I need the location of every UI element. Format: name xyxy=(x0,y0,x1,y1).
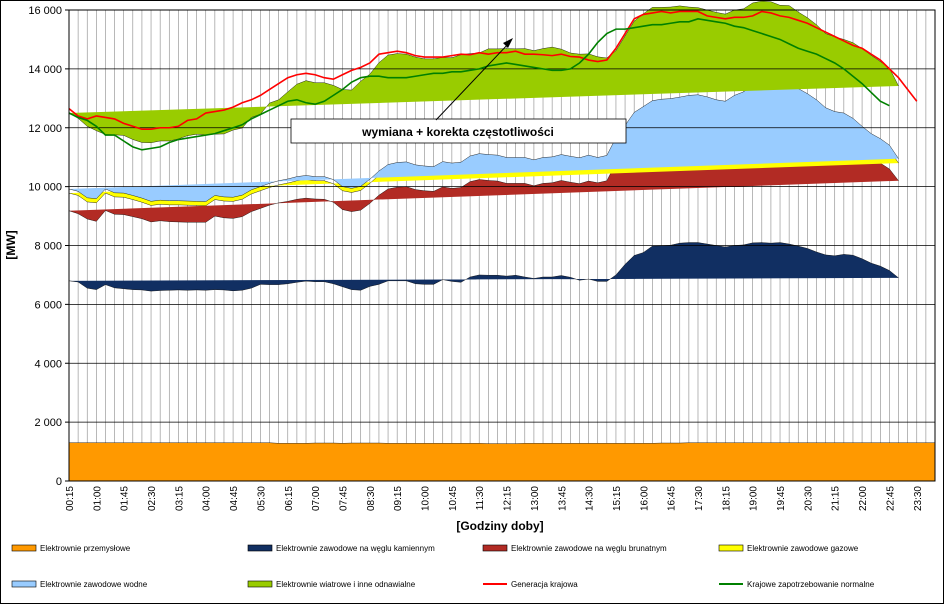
area-series xyxy=(68,242,899,292)
legend-swatch xyxy=(11,544,37,552)
x-tick-label: 14:30 xyxy=(585,486,596,511)
area-series xyxy=(68,442,936,482)
x-tick-label: 08:30 xyxy=(366,486,377,511)
x-tick-label: 05:30 xyxy=(256,486,267,511)
x-tick-label: 13:45 xyxy=(557,486,568,511)
x-tick-label: 07:00 xyxy=(311,486,322,511)
x-tick-label: 20:30 xyxy=(803,486,814,511)
y-tick-label: 2 000 xyxy=(34,417,62,429)
x-tick-label: 06:15 xyxy=(284,486,295,511)
x-tick-label: 22:45 xyxy=(885,486,896,511)
x-tick-label: 16:45 xyxy=(667,486,678,511)
line-series xyxy=(68,10,918,131)
x-tick-label: 10:45 xyxy=(448,486,459,511)
x-tick-label: 10:00 xyxy=(421,486,432,511)
legend-label: Elektrownie przemysłowe xyxy=(40,544,131,553)
x-tick-label: 19:00 xyxy=(749,486,760,511)
annotation-arrow xyxy=(435,41,511,121)
y-tick-label: 0 xyxy=(56,476,62,488)
x-tick-label: 18:15 xyxy=(721,486,732,511)
x-tick-label: 15:15 xyxy=(612,486,623,511)
legend-label: Elektrownie zawodowe na węglu brunatnym xyxy=(511,544,667,553)
legend-swatch xyxy=(11,580,37,588)
legend-label: Generacja krajowa xyxy=(511,580,578,589)
x-tick-label: 04:00 xyxy=(202,486,213,511)
y-tick-label: 14 000 xyxy=(28,64,62,76)
annotation-arrowhead xyxy=(503,38,513,48)
x-tick-label: 01:00 xyxy=(92,486,103,511)
annotation-text: wymiana + korekta częstotliwości xyxy=(361,125,554,139)
x-tick-label: 12:15 xyxy=(503,486,514,511)
y-tick-label: 8 000 xyxy=(34,241,62,253)
x-tick-label: 23:30 xyxy=(913,486,924,511)
x-tick-label: 07:45 xyxy=(338,486,349,511)
annotation: wymiana + korekta częstotliwości xyxy=(290,38,627,144)
legend-swatch xyxy=(247,544,273,552)
x-tick-label: 22:00 xyxy=(858,486,869,511)
axes: 0 2 000 4 000 6 000 8 000 10 000 12 000 14 000 1… xyxy=(28,5,936,511)
y-axis-title: [MW] xyxy=(4,230,18,259)
legend-swatch xyxy=(482,544,508,552)
x-tick-label: 02:30 xyxy=(147,486,158,511)
x-tick-label: 11:30 xyxy=(475,486,486,511)
x-tick-label: 16:00 xyxy=(639,486,650,511)
y-tick-label: 6 000 xyxy=(34,299,62,311)
x-tick-label: 03:15 xyxy=(174,486,185,511)
legend-swatch xyxy=(718,544,744,552)
y-tick-label: 10 000 xyxy=(28,182,62,194)
x-tick-label: 04:45 xyxy=(229,486,240,511)
legend-label: Elektrownie zawodowe na węglu kamiennym xyxy=(276,544,435,553)
x-tick-label: 21:15 xyxy=(831,486,842,511)
line-series xyxy=(68,18,890,151)
y-tick-label: 4 000 xyxy=(34,358,62,370)
plot-area xyxy=(68,0,936,482)
legend-swatch xyxy=(247,580,273,588)
legend-label: Elektrownie zawodowe gazowe xyxy=(747,544,859,553)
x-tick-label: 00:15 xyxy=(65,486,76,511)
legend-label: Elektrownie zawodowe wodne xyxy=(40,580,148,589)
x-tick-label: 09:15 xyxy=(393,486,404,511)
y-tick-label: 12 000 xyxy=(28,123,62,135)
legend: Elektrownie przemysłowe Elektrownie zawod… xyxy=(11,544,875,589)
legend-label: Krajowe zapotrzebowanie normalne xyxy=(747,580,875,589)
legend-label: Elektrownie wiatrowe i inne odnawialne xyxy=(276,580,416,589)
x-tick-label: 01:45 xyxy=(120,486,131,511)
x-tick-label: 17:30 xyxy=(694,486,705,511)
y-tick-label: 16 000 xyxy=(28,5,62,17)
annotation-box xyxy=(290,118,627,144)
x-tick-label: 13:00 xyxy=(530,486,541,511)
x-axis-title: [Godziny doby] xyxy=(456,519,543,533)
x-tick-label: 19:45 xyxy=(776,486,787,511)
